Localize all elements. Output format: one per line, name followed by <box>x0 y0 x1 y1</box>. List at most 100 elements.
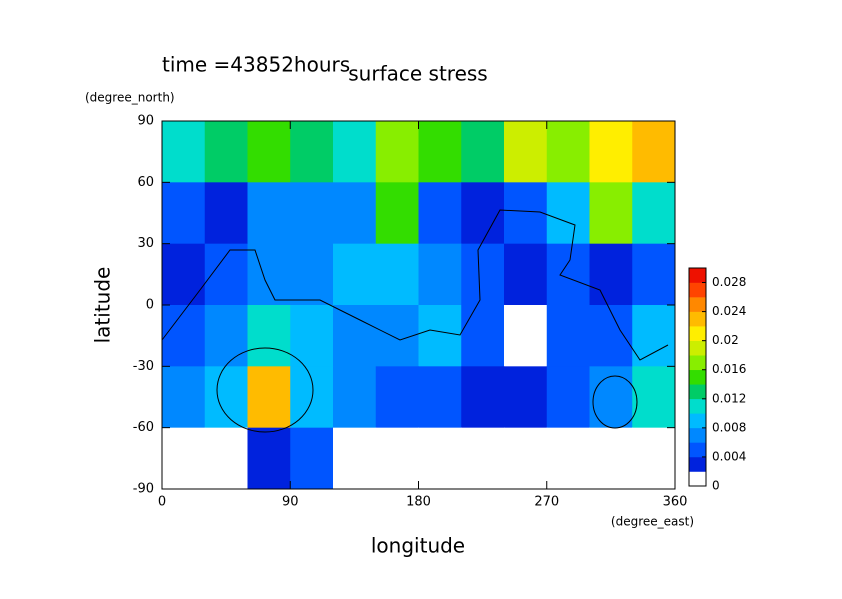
x-tick-label: 180 <box>406 495 431 510</box>
cell <box>162 243 206 306</box>
cell <box>162 121 206 183</box>
colorbar: 0 0.004 0.008 0.012 0.016 0.02 0.024 0.028 <box>688 267 746 493</box>
colorbar-swatch <box>689 398 706 414</box>
coastline <box>592 375 638 429</box>
cell <box>333 121 377 183</box>
colorbar-swatch <box>689 282 706 298</box>
y-tick-label: -60 <box>133 420 154 435</box>
coastline <box>161 209 669 361</box>
cell <box>204 121 248 183</box>
cell <box>546 121 590 183</box>
cell <box>333 427 377 490</box>
colorbar-swatch <box>689 326 706 341</box>
x-tick-label: 360 <box>663 495 688 510</box>
cell <box>247 366 291 429</box>
colorbar-swatch <box>689 355 706 371</box>
colorbar-swatch <box>689 427 706 443</box>
chart-title: surface stress <box>348 62 487 86</box>
cell <box>204 182 248 245</box>
cell <box>290 305 334 367</box>
x-unit: (degree_east) <box>611 515 694 529</box>
colorbar-tick-label: 0.02 <box>712 333 739 347</box>
cell <box>247 427 291 490</box>
cell <box>589 305 633 367</box>
cell <box>504 427 548 490</box>
cell <box>333 182 377 245</box>
cell <box>632 366 676 429</box>
cell <box>418 243 462 306</box>
cell <box>333 366 377 429</box>
colorbar-swatch <box>689 456 706 472</box>
cell <box>162 427 206 490</box>
colorbar-swatch <box>689 442 706 458</box>
colorbar-tick-label: 0.016 <box>712 362 746 376</box>
field <box>162 121 676 490</box>
y-tick-label: 60 <box>137 175 154 190</box>
cell <box>504 305 548 367</box>
y-tick-label: 90 <box>137 114 154 129</box>
coastline <box>216 347 314 433</box>
cell <box>504 182 548 245</box>
cell <box>247 121 291 183</box>
cell <box>461 243 505 306</box>
time-label: time =43852hours <box>162 53 350 77</box>
cell <box>589 121 633 183</box>
cell <box>204 427 248 490</box>
cell <box>546 243 590 306</box>
cell <box>461 182 505 245</box>
colorbar-swatch <box>689 413 706 429</box>
colorbar-swatch <box>689 268 706 283</box>
cell <box>290 182 334 245</box>
cell <box>589 366 633 429</box>
y-tick-label: -30 <box>133 359 154 374</box>
cell <box>290 121 334 183</box>
cell <box>546 305 590 367</box>
colorbar-tick-label: 0.004 <box>712 449 746 463</box>
cell <box>589 182 633 245</box>
cell <box>204 366 248 429</box>
cell <box>632 305 676 367</box>
cell <box>375 427 419 490</box>
colorbar-tick-label: 0.028 <box>712 275 746 289</box>
cell <box>247 305 291 367</box>
x-tick-label: 270 <box>534 495 559 510</box>
cell <box>504 243 548 306</box>
cell <box>461 366 505 429</box>
x-tick-label: 0 <box>158 495 166 510</box>
cell <box>290 427 334 490</box>
y-tick-label: -90 <box>133 482 154 497</box>
cell <box>632 182 676 245</box>
cell <box>418 366 462 429</box>
cell <box>418 305 462 367</box>
y-tick-label: 30 <box>137 236 154 251</box>
cell <box>504 121 548 183</box>
colorbar-swatch <box>689 369 706 385</box>
cell <box>418 427 462 490</box>
colorbar-swatch <box>689 340 706 356</box>
cell <box>418 182 462 245</box>
cell <box>546 427 590 490</box>
cell <box>290 243 334 306</box>
cell <box>632 121 676 183</box>
x-axis-label: longitude <box>371 534 465 558</box>
cell <box>162 305 206 367</box>
cell <box>333 243 377 306</box>
cell <box>375 366 419 429</box>
cell <box>546 182 590 245</box>
cell <box>589 427 633 490</box>
cell <box>461 121 505 183</box>
cell <box>247 182 291 245</box>
colorbar-swatch <box>689 297 706 312</box>
colorbar-swatch <box>689 471 706 487</box>
colorbar-tick-label: 0.008 <box>712 420 746 434</box>
cell <box>632 427 676 490</box>
x-tick-label: 90 <box>282 495 299 510</box>
cell <box>418 121 462 183</box>
colorbar-tick-label: 0.024 <box>712 304 746 318</box>
cell <box>632 243 676 306</box>
y-unit: (degree_north) <box>85 91 175 105</box>
cell <box>589 243 633 306</box>
cell <box>375 182 419 245</box>
cell <box>546 366 590 429</box>
